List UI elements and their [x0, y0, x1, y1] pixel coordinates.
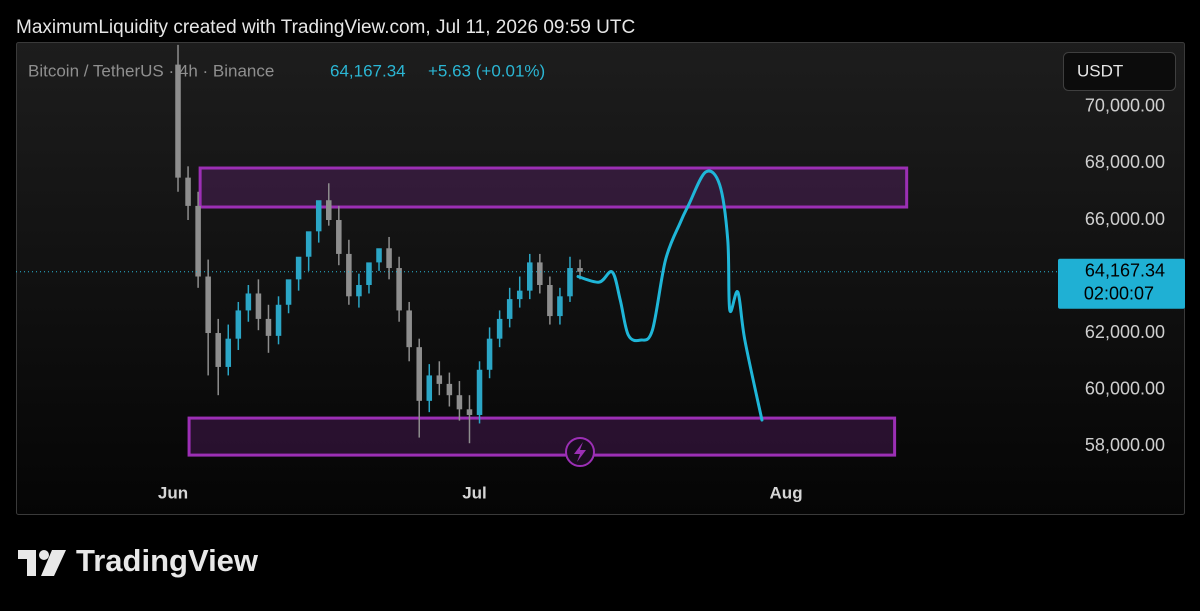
candle-body [175, 64, 181, 178]
candle-body [366, 262, 372, 285]
header-price: 64,167.34 [330, 61, 406, 80]
candle-body [245, 293, 252, 311]
x-tick-label: Aug [770, 483, 803, 502]
projection-line [576, 169, 764, 422]
zone [198, 166, 909, 209]
candle-body [436, 375, 443, 384]
zone [187, 416, 897, 457]
axis-layer: 58,000.00 60,000.00 62,000.00 66,000.00 68,0… [158, 96, 1185, 502]
y-tick-label: 62,000.00 [1085, 322, 1165, 342]
candle-body [336, 220, 342, 254]
candle-body [356, 284, 362, 297]
y-tick-label: 60,000.00 [1085, 378, 1165, 398]
candle-body [406, 310, 412, 348]
last-price-box [1058, 258, 1185, 309]
candle-body [496, 318, 503, 339]
candle-body [466, 409, 473, 415]
candle-body [486, 338, 493, 370]
candle-body [476, 369, 483, 415]
countdown-label: 02:00:07 [1084, 284, 1154, 304]
y-tick-label: 70,000.00 [1085, 96, 1165, 116]
candle-body [547, 284, 553, 317]
x-tick-label: Jun [158, 483, 188, 502]
candle-body [265, 318, 272, 336]
lightning-icon[interactable] [565, 437, 595, 467]
candle-body [446, 383, 453, 396]
symbol-info: Bitcoin / TetherUS · 4h · Binance [28, 61, 274, 80]
candle-body [567, 268, 573, 297]
y-tick-label: 68,000.00 [1085, 152, 1165, 172]
candle-body [506, 299, 513, 319]
candle-body [456, 395, 463, 410]
candle-body [275, 304, 282, 336]
x-tick-label: Jul [462, 483, 487, 502]
candle-body [225, 338, 232, 367]
candle-body [386, 248, 392, 269]
candle-body [255, 293, 262, 319]
candle-body [557, 296, 563, 317]
brand-name: TradingView [76, 543, 259, 578]
candle-body [295, 256, 302, 280]
candle-body [215, 333, 221, 367]
candle-body [285, 279, 292, 305]
candle-body [527, 262, 533, 291]
caption: MaximumLiquidity created with TradingVie… [16, 17, 635, 38]
candle-body [426, 375, 433, 401]
candle-body [205, 276, 211, 334]
candle-body [376, 248, 382, 263]
y-tick-label: 58,000.00 [1085, 435, 1165, 455]
zones-layer [187, 166, 909, 457]
candle-body [305, 231, 312, 257]
currency-button[interactable] [1063, 52, 1176, 91]
last-price-label: 64,167.34 [1085, 261, 1165, 281]
candle-body [346, 253, 352, 297]
candle-body [577, 268, 583, 272]
brand-logo [18, 550, 66, 576]
candle-body [416, 347, 422, 401]
candle-body [326, 200, 332, 221]
candle-body [235, 310, 242, 339]
candle-body [195, 205, 201, 277]
header-change: +5.63 (+0.01%) [428, 61, 545, 80]
lines-layer [16, 169, 1058, 422]
candle-body [516, 290, 523, 300]
y-tick-label: 66,000.00 [1085, 209, 1165, 229]
candle-body [315, 200, 322, 232]
candle-body [396, 268, 402, 311]
candle-body [537, 262, 543, 285]
candle-body [185, 177, 191, 206]
currency-label[interactable]: USDT [1077, 61, 1123, 80]
